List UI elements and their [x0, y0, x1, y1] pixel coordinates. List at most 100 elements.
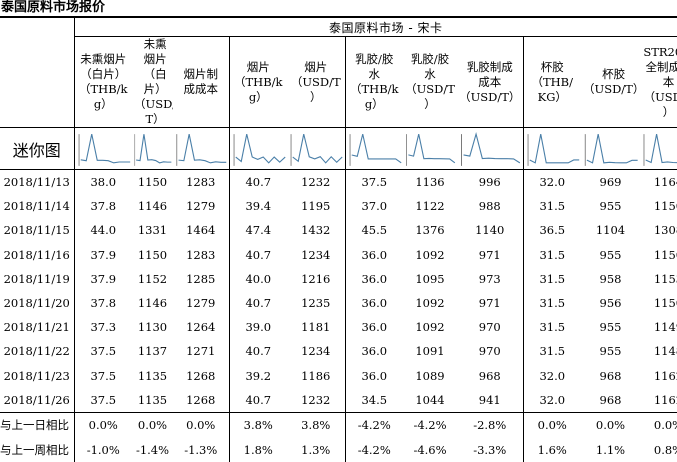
table-cell: 40.0 [229, 267, 287, 291]
row-date: 2018/11/26 [0, 388, 74, 413]
table-cell: 1152 [132, 267, 173, 291]
table-cell: 1376 [403, 218, 457, 242]
change-cell: 0.0% [581, 412, 640, 437]
page-title: 泰国原料市场报价 [1, 0, 105, 16]
sparkline-rss_thb [230, 128, 288, 169]
table-cell: 971 [457, 243, 523, 267]
table-cell: 955 [581, 315, 640, 339]
table-cell: 1264 [173, 315, 229, 339]
column-header-latex_cost: 乳胶制成成本（USD/T） [457, 37, 523, 128]
table-cell: 1279 [173, 194, 229, 218]
table-cell: 941 [457, 388, 523, 413]
table-cell: 1091 [403, 339, 457, 363]
column-header-line: 片） [144, 82, 167, 96]
table-cell: 1283 [173, 170, 229, 195]
table-cell: 36.0 [345, 291, 403, 315]
table-cell: 955 [581, 339, 640, 363]
sparkline-series [587, 134, 638, 163]
row-date: 2018/11/14 [0, 194, 74, 218]
change-cell: 1.3% [287, 437, 345, 462]
table-cell: 1092 [403, 315, 457, 339]
column-header-line: g） [249, 90, 268, 104]
sparkline-cell [345, 128, 403, 170]
sparkline-cell [581, 128, 640, 170]
column-header-line: 烟片 [144, 52, 167, 66]
column-header-text: 未熏烟片（白片）（USD/T） [132, 37, 173, 127]
table-cell: 1044 [403, 388, 457, 413]
column-header-line: 未熏 [144, 37, 167, 51]
table-cell: 44.0 [74, 218, 132, 242]
table-cell: 37.8 [74, 194, 132, 218]
table-cell: 1146 [132, 291, 173, 315]
table-cell: 1234 [287, 243, 345, 267]
change-label: 与上一日相比 [0, 412, 74, 437]
row-date: 2018/11/16 [0, 243, 74, 267]
change-cell: -3.3% [457, 437, 523, 462]
table-cell: 31.5 [523, 243, 581, 267]
column-header-line: 成成本 [184, 82, 219, 96]
column-header-cup_usd: 杯胶（USD/T） [581, 37, 640, 128]
table-cell: 1153 [640, 267, 677, 291]
column-header-text: 乳胶/胶水（USD/T） [403, 52, 457, 112]
change-cell: -4.2% [403, 412, 457, 437]
table-cell: 32.0 [523, 170, 581, 195]
column-header-text: 杯胶（THB/KG） [529, 60, 575, 105]
table-cell: 40.7 [229, 339, 287, 363]
sparkline-latex_thb [346, 128, 404, 169]
column-header-uss_usd: 未熏烟片（白片）（USD/T） [132, 37, 173, 128]
row-date: 2018/11/13 [0, 170, 74, 195]
sparkline-cup_usd [581, 128, 640, 169]
change-cell: 0.0% [523, 412, 581, 437]
table-cell: 1432 [287, 218, 345, 242]
table-cell: 1135 [132, 364, 173, 388]
table-cell: 1271 [173, 339, 229, 363]
sparkline-cell [132, 128, 173, 170]
table-cell: 988 [457, 194, 523, 218]
table-cell: 970 [457, 315, 523, 339]
table-cell: 1464 [173, 218, 229, 242]
change-cell: 0.0% [132, 412, 173, 437]
sparkline-cell [640, 128, 677, 170]
column-header-line: （THB/k [234, 75, 283, 89]
sparkline-cell [457, 128, 523, 170]
change-label: 与上一周相比 [0, 437, 74, 462]
sparkline-rss_usd [287, 128, 345, 169]
market-title: 泰国原料市场 - 宋卡 [74, 18, 677, 37]
column-header-line: （USD/ [134, 97, 173, 111]
change-cell: 0.0% [173, 412, 229, 437]
column-header-line: （USD/T [644, 90, 677, 104]
sparkline-latex_usd [403, 128, 457, 169]
table-cell: 969 [581, 170, 640, 195]
sparkline-row: 迷你图 [0, 128, 677, 170]
change-cell: 1.1% [581, 437, 640, 462]
table-cell: 31.5 [523, 339, 581, 363]
column-header-line: 乳胶制成 [467, 60, 513, 74]
table-cell: 1268 [173, 364, 229, 388]
sparkline-row-label: 迷你图 [0, 128, 74, 170]
table-cell: 1135 [132, 388, 173, 413]
table-cell: 971 [457, 291, 523, 315]
table-cell: 40.7 [229, 388, 287, 413]
table-cell: 1283 [173, 243, 229, 267]
table-cell: 39.0 [229, 315, 287, 339]
table-cell: 36.0 [345, 267, 403, 291]
table-cell: 32.0 [523, 364, 581, 388]
table-cell: 31.5 [523, 267, 581, 291]
sparkline-series [293, 134, 342, 163]
table-cell: 39.4 [229, 194, 287, 218]
column-header-line: KG） [538, 90, 567, 104]
table-cell: 1235 [287, 291, 345, 315]
change-cell: 0.0% [74, 412, 132, 437]
